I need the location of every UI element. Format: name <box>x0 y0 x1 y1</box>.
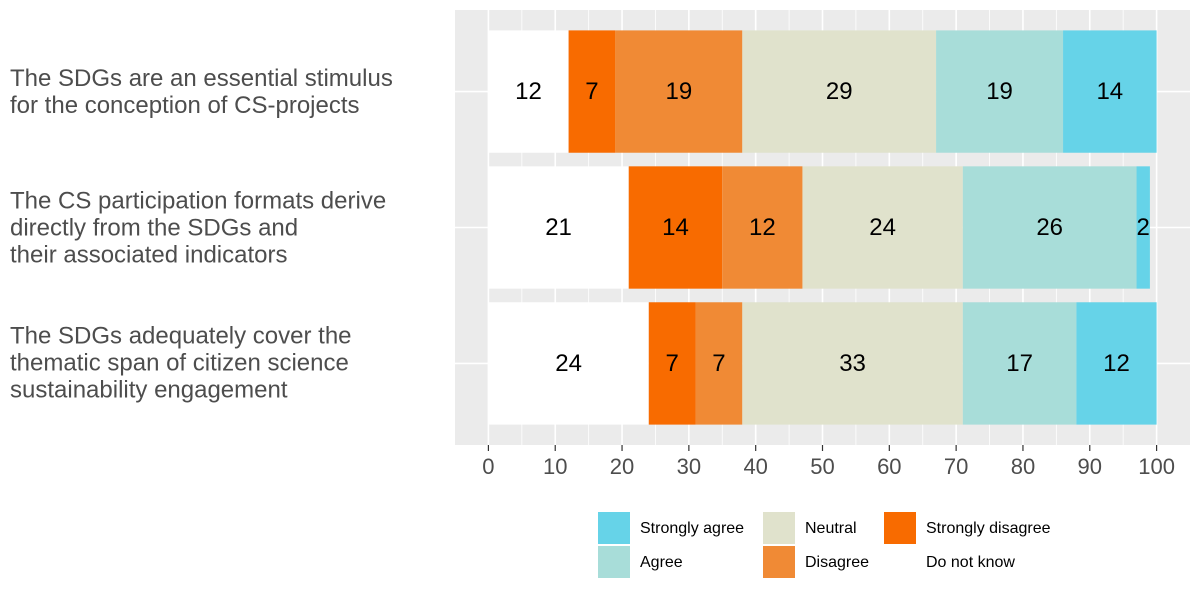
legend-key <box>763 512 795 544</box>
x-tick-label: 80 <box>1011 454 1035 479</box>
data-label: 7 <box>665 350 678 377</box>
x-tick-label: 90 <box>1078 454 1102 479</box>
data-label: 19 <box>986 78 1013 105</box>
data-label: 14 <box>662 214 689 241</box>
bar-segment <box>648 302 696 425</box>
legend-key <box>598 512 630 544</box>
bar-segment <box>695 302 743 425</box>
data-label: 7 <box>712 350 725 377</box>
x-tick-label: 0 <box>482 454 494 479</box>
bar-segment <box>722 166 803 289</box>
x-tick-label: 40 <box>743 454 767 479</box>
bar-segment <box>488 302 649 425</box>
legend-label: Agree <box>640 554 683 571</box>
bar-segment <box>628 166 723 289</box>
bar-segment <box>802 166 963 289</box>
legend-label: Neutral <box>805 520 857 537</box>
data-label: 33 <box>839 350 866 377</box>
bar-segment <box>1076 302 1157 425</box>
legend-label: Strongly agree <box>640 520 744 537</box>
data-label: 24 <box>869 214 896 241</box>
bar-segment <box>742 30 937 153</box>
bar-segment <box>936 30 1064 153</box>
legend-label: Strongly disagree <box>926 520 1051 537</box>
data-label: 24 <box>555 350 582 377</box>
bar-segment <box>568 30 616 153</box>
data-label: 26 <box>1036 214 1063 241</box>
data-label: 29 <box>826 78 853 105</box>
data-label: 12 <box>749 214 776 241</box>
category-label: The SDGs adequately cover the thematic s… <box>10 322 352 404</box>
x-tick-label: 100 <box>1138 454 1175 479</box>
x-tick-label: 30 <box>677 454 701 479</box>
bar-segment <box>962 166 1137 289</box>
legend-key <box>598 546 630 578</box>
data-label: 12 <box>515 78 542 105</box>
category-label: The SDGs are an essential stimulus for t… <box>10 64 393 119</box>
x-tick-label: 70 <box>944 454 968 479</box>
bar-segment <box>1136 166 1150 289</box>
data-label: 17 <box>1006 350 1033 377</box>
data-label: 21 <box>545 214 572 241</box>
bar-segment <box>962 302 1077 425</box>
legend-label: Disagree <box>805 554 869 571</box>
data-label: 7 <box>585 78 598 105</box>
bar-segment <box>1063 30 1157 153</box>
bar-segment <box>615 30 743 153</box>
legend-key <box>763 546 795 578</box>
data-label: 19 <box>665 78 692 105</box>
x-tick-label: 10 <box>543 454 567 479</box>
category-label: The CS participation formats derive dire… <box>10 187 387 268</box>
data-label: 2 <box>1137 214 1150 241</box>
legend-key <box>884 546 916 578</box>
bar-segment <box>742 302 963 425</box>
bar-segment <box>488 166 629 289</box>
legend-key <box>884 512 916 544</box>
data-label: 12 <box>1103 350 1130 377</box>
legend-label: Do not know <box>926 554 1015 571</box>
x-tick-label: 50 <box>810 454 834 479</box>
x-tick-label: 20 <box>610 454 634 479</box>
bar-segment <box>488 30 569 153</box>
data-label: 14 <box>1096 78 1123 105</box>
x-tick-label: 60 <box>877 454 901 479</box>
